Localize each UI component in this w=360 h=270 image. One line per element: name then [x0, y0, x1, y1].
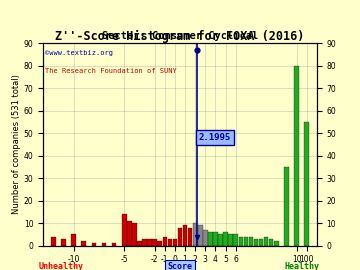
Bar: [157, 241, 162, 246]
Bar: [284, 167, 289, 246]
Bar: [249, 237, 253, 246]
Bar: [127, 221, 132, 246]
Bar: [132, 223, 137, 246]
Text: Healthy: Healthy: [285, 262, 320, 270]
Bar: [61, 239, 66, 246]
Bar: [178, 228, 182, 246]
Bar: [51, 237, 55, 246]
Bar: [193, 223, 198, 246]
Text: Unhealthy: Unhealthy: [39, 262, 84, 270]
Text: Sector: Consumer Cyclical: Sector: Consumer Cyclical: [102, 31, 258, 41]
Bar: [71, 234, 76, 246]
Bar: [239, 237, 243, 246]
Title: Z''-Score Histogram for FOXA (2016): Z''-Score Histogram for FOXA (2016): [55, 30, 305, 43]
Bar: [228, 234, 233, 246]
Bar: [137, 241, 142, 246]
Bar: [294, 66, 299, 246]
Bar: [223, 232, 228, 246]
Text: The Research Foundation of SUNY: The Research Foundation of SUNY: [45, 68, 177, 74]
Bar: [203, 230, 208, 246]
Text: ©www.textbiz.org: ©www.textbiz.org: [45, 50, 113, 56]
Bar: [91, 244, 96, 246]
Bar: [208, 232, 213, 246]
Bar: [244, 237, 248, 246]
Bar: [162, 237, 167, 246]
Bar: [102, 244, 106, 246]
Bar: [147, 239, 152, 246]
Bar: [213, 232, 218, 246]
Bar: [168, 239, 172, 246]
Text: Score: Score: [167, 262, 193, 270]
Bar: [305, 122, 309, 246]
Y-axis label: Number of companies (531 total): Number of companies (531 total): [12, 75, 21, 214]
Bar: [122, 214, 127, 246]
Bar: [112, 244, 116, 246]
Bar: [183, 225, 187, 246]
Bar: [142, 239, 147, 246]
Text: 2.1995: 2.1995: [199, 133, 231, 142]
Bar: [274, 241, 279, 246]
Bar: [269, 239, 274, 246]
Bar: [81, 241, 86, 246]
Bar: [188, 228, 192, 246]
Bar: [218, 234, 223, 246]
Bar: [254, 239, 258, 246]
Bar: [173, 239, 177, 246]
Bar: [264, 237, 269, 246]
Bar: [259, 239, 264, 246]
Bar: [152, 239, 157, 246]
Bar: [233, 234, 238, 246]
Bar: [198, 225, 203, 246]
